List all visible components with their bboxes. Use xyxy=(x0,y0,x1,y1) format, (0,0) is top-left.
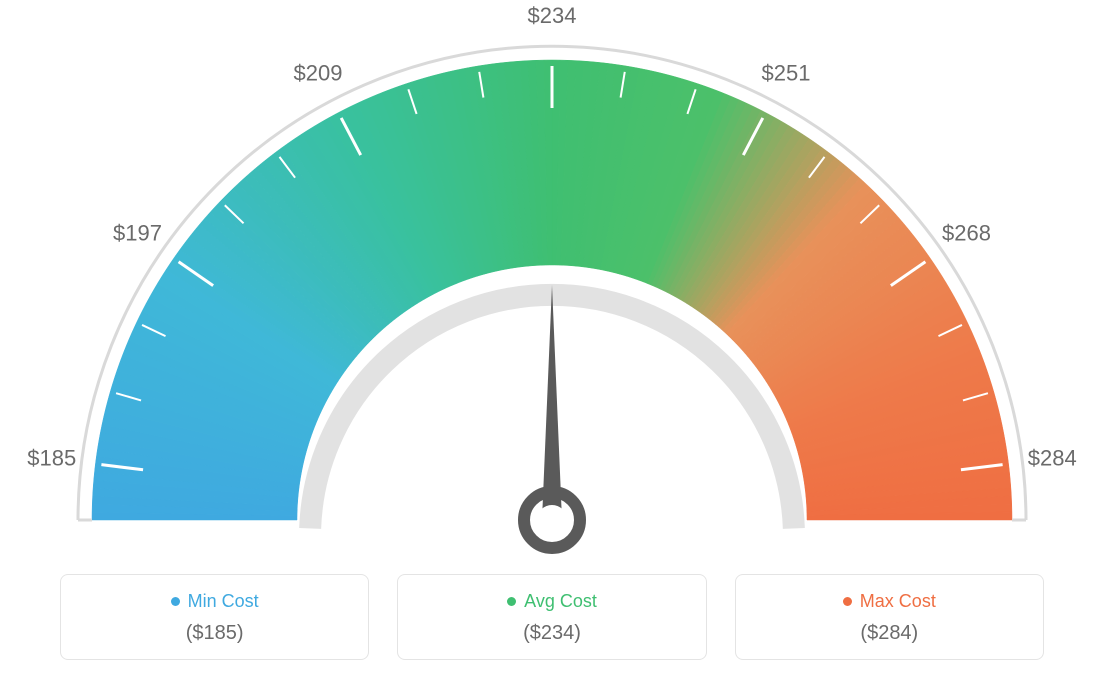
legend-dot-min xyxy=(171,597,180,606)
svg-text:$209: $209 xyxy=(294,61,343,86)
legend-card-min: Min Cost ($185) xyxy=(60,574,369,660)
svg-text:$251: $251 xyxy=(762,61,811,86)
legend-label-min: Min Cost xyxy=(188,591,259,612)
svg-text:$284: $284 xyxy=(1028,446,1077,471)
legend-value-avg: ($234) xyxy=(408,622,695,645)
svg-text:$185: $185 xyxy=(27,446,76,471)
svg-text:$197: $197 xyxy=(113,220,162,245)
legend-dot-max xyxy=(843,597,852,606)
legend-card-avg: Avg Cost ($234) xyxy=(397,574,706,660)
legend-row: Min Cost ($185) Avg Cost ($234) Max Cost… xyxy=(60,574,1044,660)
legend-value-min: ($185) xyxy=(71,622,358,645)
svg-text:$234: $234 xyxy=(528,3,577,28)
legend-dot-avg xyxy=(507,597,516,606)
legend-label-avg: Avg Cost xyxy=(524,591,597,612)
legend-value-max: ($284) xyxy=(746,622,1033,645)
legend-label-max: Max Cost xyxy=(860,591,936,612)
cost-gauge-container: $185 $197 $209 $234 $251 $268 $284 Min Cost ($… xyxy=(0,0,1104,690)
legend-card-max: Max Cost ($284) xyxy=(735,574,1044,660)
gauge-chart: $185 $197 $209 $234 $251 $268 $284 xyxy=(0,0,1104,560)
svg-text:$268: $268 xyxy=(942,220,991,245)
